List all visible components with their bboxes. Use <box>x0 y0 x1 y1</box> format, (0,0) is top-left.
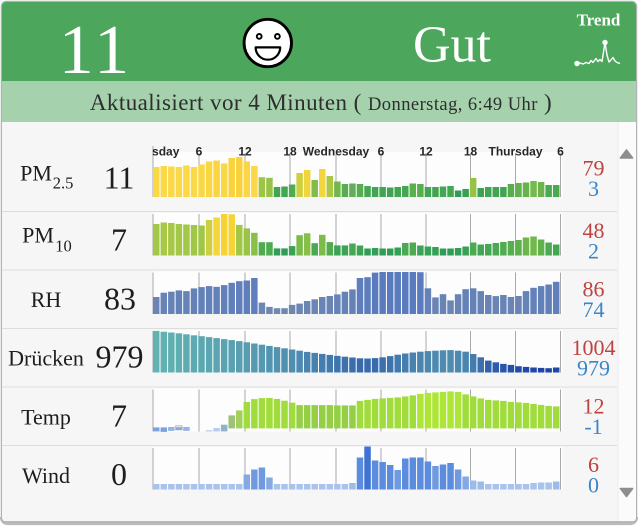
svg-text:PM: PM <box>22 223 54 248</box>
svg-text:11: 11 <box>59 12 132 89</box>
svg-text:86: 86 <box>583 276 605 301</box>
svg-text:7: 7 <box>111 222 127 258</box>
svg-text:Trend: Trend <box>577 10 621 29</box>
svg-text:12: 12 <box>583 393 605 418</box>
svg-text:979: 979 <box>96 339 144 375</box>
svg-text:6: 6 <box>196 145 203 159</box>
svg-text:979: 979 <box>577 355 610 380</box>
svg-text:1004: 1004 <box>572 335 616 360</box>
svg-text:3: 3 <box>588 176 599 201</box>
svg-text:83: 83 <box>104 281 136 317</box>
svg-text:74: 74 <box>583 297 605 322</box>
svg-text:0: 0 <box>588 472 599 497</box>
svg-text:18: 18 <box>464 145 478 159</box>
svg-text:Thursday: Thursday <box>488 145 542 159</box>
svg-text:79: 79 <box>583 155 605 180</box>
svg-text:Aktualisiert vor 4 Minuten ( D: Aktualisiert vor 4 Minuten ( Donnerstag,… <box>90 90 552 115</box>
svg-text:0: 0 <box>111 456 127 492</box>
svg-text:2: 2 <box>588 238 599 263</box>
svg-text:12: 12 <box>419 145 433 159</box>
svg-text:-1: -1 <box>584 414 602 439</box>
svg-text:11: 11 <box>104 160 135 196</box>
svg-text:18: 18 <box>283 145 297 159</box>
svg-text:12: 12 <box>238 145 252 159</box>
svg-text:10: 10 <box>55 237 72 256</box>
svg-text:Wind: Wind <box>22 463 70 488</box>
svg-text:Gut: Gut <box>413 16 492 73</box>
svg-text:Tuesday: Tuesday <box>132 145 180 159</box>
svg-text:Wednesday: Wednesday <box>303 145 370 159</box>
svg-text:6: 6 <box>557 145 564 159</box>
svg-text:PM: PM <box>20 160 52 185</box>
svg-text:2.5: 2.5 <box>53 174 74 193</box>
svg-text:6: 6 <box>378 145 385 159</box>
svg-text:6: 6 <box>588 452 599 477</box>
svg-text:Temp: Temp <box>21 405 71 430</box>
svg-text:Drücken: Drücken <box>8 345 84 370</box>
svg-text:7: 7 <box>111 398 127 434</box>
svg-text:RH: RH <box>31 287 62 312</box>
svg-text:48: 48 <box>583 218 605 243</box>
